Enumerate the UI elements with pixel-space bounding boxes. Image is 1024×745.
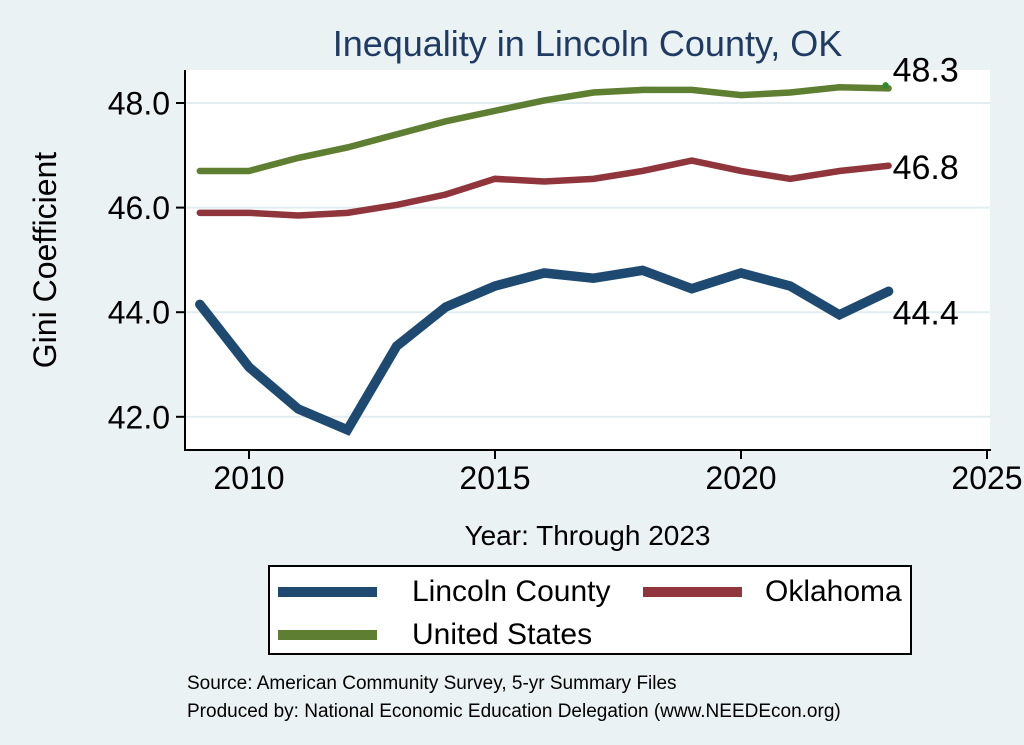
legend-label-united-states: United States: [412, 618, 593, 651]
chart-title: Inequality in Lincoln County, OK: [332, 23, 843, 64]
x-tick-label-2020: 2020: [705, 460, 776, 496]
y-tick-label-46: 46.0: [108, 190, 170, 226]
footer-notes: Source: American Community Survey, 5-yr …: [187, 670, 987, 726]
end-value-label-lincoln-county: 44.4: [893, 294, 959, 332]
legend-swatch-oklahoma: [643, 587, 742, 597]
y-tick-label-44: 44.0: [108, 295, 170, 331]
series-line-oklahoma: [196, 157, 892, 219]
end-value-label-oklahoma: 46.8: [893, 149, 959, 187]
legend-swatch-united-states: [278, 630, 377, 640]
produced-by-note: Produced by: National Economic Education…: [187, 701, 841, 722]
chart-canvas: 42.0 44.0 46.0 48.0 2010 2015 2020 2025 44.4 46.8…: [27, 51, 1023, 496]
end-value-label-united-states: 48.3: [893, 51, 959, 89]
plot-area: [185, 70, 990, 450]
end-dot-united-states: [882, 82, 889, 89]
y-tick-label-42: 42.0: [108, 399, 170, 435]
legend-label-lincoln-county: Lincoln County: [412, 575, 611, 608]
x-tick-label-2025: 2025: [951, 460, 1022, 496]
y-tick-label-48: 48.0: [108, 86, 170, 122]
x-tick-label-2010: 2010: [213, 460, 284, 496]
legend-label-oklahoma: Oklahoma: [765, 575, 902, 608]
legend-swatch-lincoln-county: [278, 587, 377, 597]
y-axis-title: Gini Coefficient: [27, 152, 63, 369]
x-axis-label: Year: Through 2023: [464, 520, 711, 551]
source-note: Source: American Community Survey, 5-yr …: [187, 673, 677, 694]
series-line-lincoln-county: [195, 265, 894, 436]
x-tick-label-2015: 2015: [459, 460, 530, 496]
series-line-united-states: [196, 84, 892, 175]
legend: Lincoln County Oklahoma United States: [268, 565, 912, 655]
